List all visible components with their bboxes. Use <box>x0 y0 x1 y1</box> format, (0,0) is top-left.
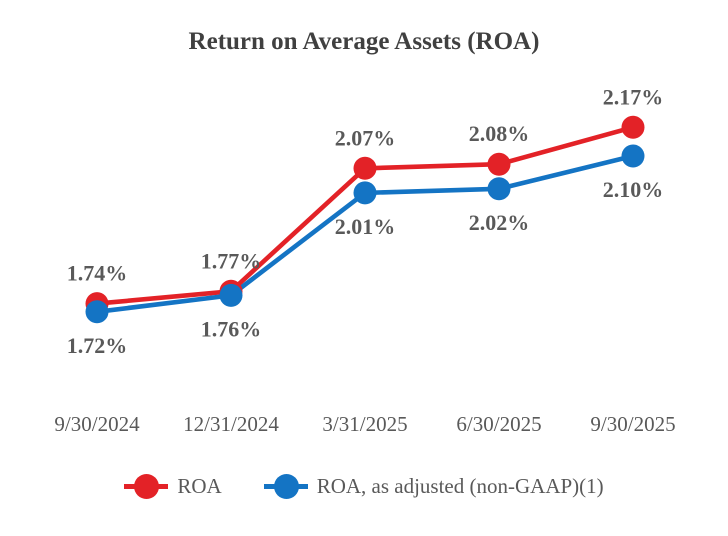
chart-canvas: 1.74% 1.77% 2.07% 2.08% 2.17% 1.72% 1.76% 2.01%… <box>67 84 664 358</box>
legend-label-roa-adjusted: ROA, as adjusted (non-GAAP)(1) <box>316 473 604 498</box>
x-axis-label: 6/30/2025 <box>456 412 542 436</box>
data-point-1-0 <box>85 300 109 324</box>
legend-label-roa: ROA <box>177 473 222 498</box>
data-label-1-0: 1.72% <box>67 333 128 358</box>
legend-marker-roa-icon <box>124 472 169 500</box>
data-label-1-2: 2.01% <box>335 214 396 239</box>
data-point-1-1 <box>219 283 243 307</box>
data-label-0-2: 2.07% <box>335 125 396 150</box>
data-label-0-4: 2.17% <box>603 84 664 109</box>
data-point-1-4 <box>621 144 645 168</box>
x-axis-label: 9/30/2025 <box>590 412 676 436</box>
legend-item-roa: ROA <box>124 472 222 500</box>
data-point-1-3 <box>487 177 511 201</box>
data-point-0-2 <box>353 156 377 180</box>
legend: ROA ROA, as adjusted (non-GAAP)(1) <box>0 472 728 500</box>
data-label-1-3: 2.02% <box>469 210 530 235</box>
data-point-0-4 <box>621 115 645 139</box>
data-label-0-0: 1.74% <box>67 261 128 286</box>
legend-marker-roa-adjusted-icon <box>263 472 308 500</box>
data-label-0-3: 2.08% <box>469 121 530 146</box>
data-label-1-4: 2.10% <box>603 177 664 202</box>
data-point-1-2 <box>353 181 377 205</box>
x-axis-label: 9/30/2024 <box>54 412 140 436</box>
data-label-1-1: 1.76% <box>201 316 262 341</box>
legend-dot <box>134 474 160 499</box>
chart-title: Return on Average Assets (ROA) <box>188 28 540 55</box>
x-axis: 9/30/2024 12/31/2024 3/31/2025 6/30/2025… <box>0 412 728 440</box>
data-point-0-3 <box>487 152 511 176</box>
x-axis-label: 3/31/2025 <box>322 412 408 436</box>
legend-dot <box>273 474 299 499</box>
legend-item-roa-adjusted: ROA, as adjusted (non-GAAP)(1) <box>263 472 604 500</box>
x-axis-label: 12/31/2024 <box>183 412 279 436</box>
data-label-0-1: 1.77% <box>201 248 262 273</box>
